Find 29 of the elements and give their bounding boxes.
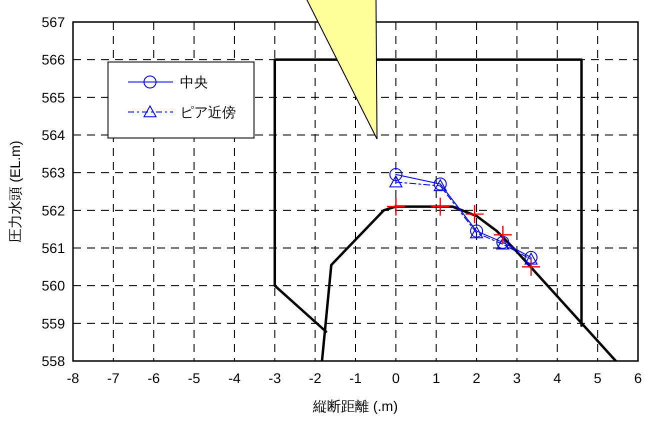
x-tick-label: -3 [268,370,282,386]
x-tick-label: 2 [472,370,481,386]
legend-label: ピア近傍 [180,104,236,120]
x-tick-label: 4 [553,370,562,386]
y-tick-label: 563 [42,164,66,181]
y-tick-label: 566 [42,52,66,68]
x-tick-label: -8 [66,370,80,386]
x-tick-label: -6 [147,370,160,386]
y-tick-label: 562 [42,202,66,218]
x-tick-label: 3 [513,370,522,386]
x-tick-label: 0 [392,370,400,386]
legend-label: 中央 [180,74,208,90]
y-tick-label: 567 [42,14,66,30]
x-tick-label: -4 [228,370,241,386]
x-tick-label: 5 [594,370,602,386]
x-tick-label: 6 [634,370,642,386]
x-tick-label: -1 [349,370,362,386]
y-tick-label: 558 [42,353,66,369]
y-tick-label: 565 [42,89,66,106]
x-tick-label: 1 [432,370,440,386]
x-axis-title: 縦断距離 (.m) [312,398,398,414]
x-tick-label: -7 [107,370,120,386]
y-tick-label: 560 [42,278,66,294]
x-tick-label: -5 [188,370,201,386]
y-tick-label: 561 [42,240,66,256]
y-axis-title: 圧力水頭 (EL.m) [7,140,23,242]
y-tick-label: 559 [42,315,66,332]
y-tick-label: 564 [42,127,66,143]
x-tick-label: -2 [308,370,322,386]
